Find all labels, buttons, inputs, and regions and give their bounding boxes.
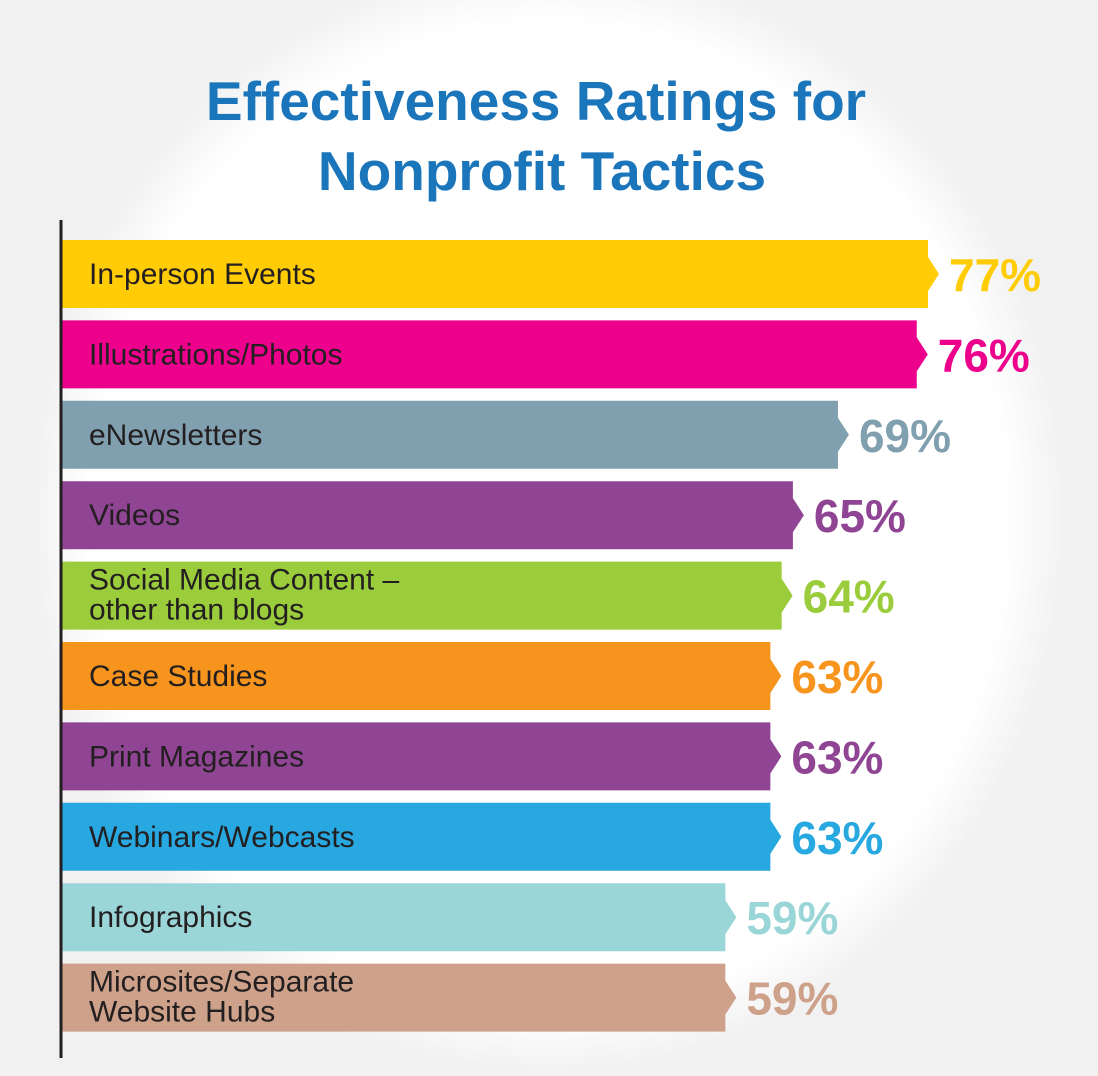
bar-group: In-person Events 77% Illustrations/Photos 7… (61, 240, 1041, 1032)
bar-label-social-media-content-other-than-blogs: Social Media Content – other than blogs (89, 564, 399, 627)
value-label-enewsletters: 69% (859, 410, 951, 462)
bar-case-studies (61, 642, 782, 710)
value-label-case-studies: 63% (791, 651, 883, 703)
bar-label-print-magazines: Print Magazines (89, 740, 304, 773)
bar-microsites-separate-website-hubs (61, 963, 737, 1032)
bar-in-person-events (61, 240, 940, 308)
value-label-print-magazines: 63% (791, 731, 883, 783)
bar-label-case-studies: Case Studies (89, 660, 267, 693)
bar-label-microsites-separate-website-hubs: Microsites/Separate Website Hubs (89, 966, 354, 1029)
bar-social-media-content-other-than-blogs (61, 561, 793, 630)
bar-label-infographics: Infographics (89, 901, 252, 934)
value-label-webinars-webcasts: 63% (791, 812, 883, 864)
bar-print-magazines (61, 722, 782, 791)
chart-title-line-2: Nonprofit Tactics (318, 140, 766, 202)
bar-label-webinars-webcasts: Webinars/Webcasts (89, 821, 355, 854)
value-label-microsites-separate-website-hubs: 59% (746, 973, 838, 1025)
bar-webinars-webcasts (61, 802, 782, 871)
bar-illustrations-photos (61, 320, 928, 389)
value-label-infographics: 59% (746, 892, 838, 944)
value-label-social-media-content-other-than-blogs: 64% (803, 571, 895, 623)
bar-infographics (61, 883, 737, 952)
bar-label-illustrations-photos: Illustrations/Photos (89, 338, 342, 371)
bar-videos (61, 481, 804, 550)
bar-label-in-person-events: In-person Events (89, 258, 316, 291)
bar-label-enewsletters: eNewsletters (89, 419, 262, 452)
chart-title-line-1: Effectiveness Ratings for (206, 70, 866, 132)
bar-enewsletters (61, 400, 849, 469)
value-label-videos: 65% (814, 490, 906, 542)
value-label-illustrations-photos: 76% (938, 329, 1030, 381)
bar-label-videos: Videos (89, 499, 180, 532)
value-label-in-person-events: 77% (949, 249, 1041, 301)
